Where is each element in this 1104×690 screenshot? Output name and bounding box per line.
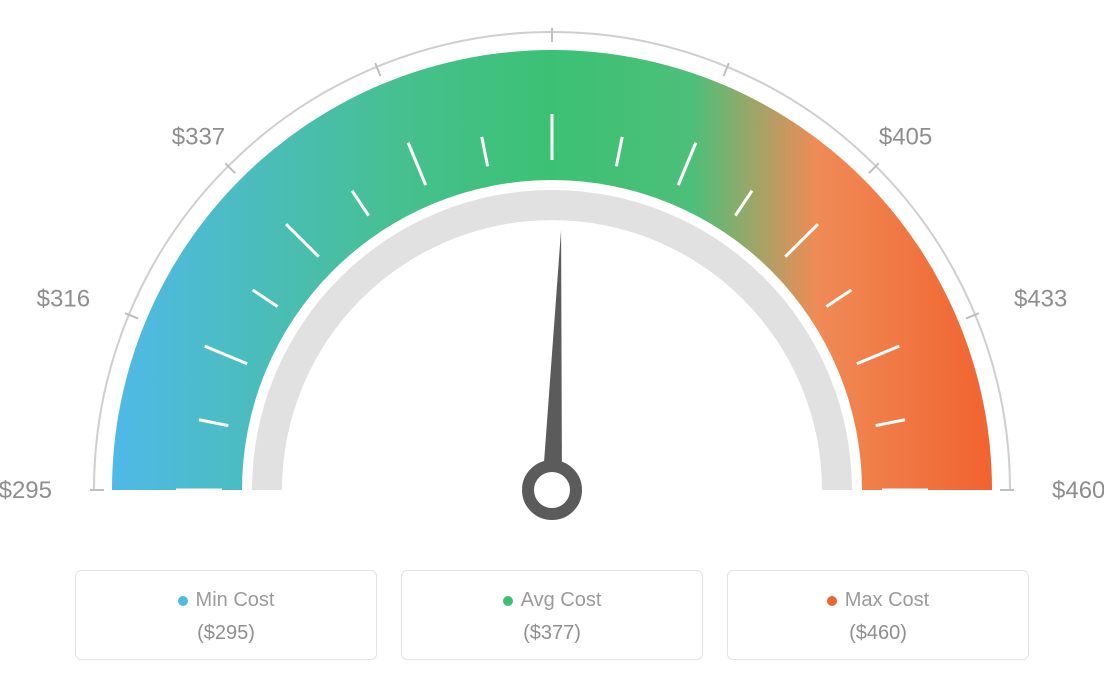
legend-card-min: Min Cost ($295) bbox=[75, 570, 377, 660]
svg-text:$433: $433 bbox=[1014, 286, 1067, 313]
gauge-svg: $295 $316 $337 $377 $405 $433 $460 bbox=[0, 0, 1104, 560]
legend-card-avg: Avg Cost ($377) bbox=[401, 570, 703, 660]
legend-row: Min Cost ($295) Avg Cost ($377) Max Cost… bbox=[0, 570, 1104, 660]
svg-text:$316: $316 bbox=[37, 286, 90, 313]
svg-text:$460: $460 bbox=[1052, 477, 1104, 504]
legend-top-avg: Avg Cost bbox=[402, 589, 702, 612]
dot-max bbox=[827, 596, 837, 606]
legend-card-max: Max Cost ($460) bbox=[727, 570, 1029, 660]
legend-label-min: Min Cost bbox=[196, 589, 275, 612]
cost-gauge-chart: { "gauge": { "type": "gauge", "cx": 552,… bbox=[0, 0, 1104, 690]
legend-value-avg: ($377) bbox=[402, 622, 702, 645]
svg-text:$337: $337 bbox=[172, 123, 225, 150]
legend-label-max: Max Cost bbox=[845, 589, 929, 612]
legend-top-min: Min Cost bbox=[76, 589, 376, 612]
gauge-area: $295 $316 $337 $377 $405 $433 $460 bbox=[0, 0, 1104, 560]
svg-text:$295: $295 bbox=[0, 477, 52, 504]
legend-label-avg: Avg Cost bbox=[521, 589, 602, 612]
legend-value-max: ($460) bbox=[728, 622, 1028, 645]
legend-top-max: Max Cost bbox=[728, 589, 1028, 612]
svg-text:$405: $405 bbox=[879, 123, 932, 150]
dot-avg bbox=[503, 596, 513, 606]
dot-min bbox=[178, 596, 188, 606]
svg-text:$377: $377 bbox=[525, 0, 578, 4]
legend-value-min: ($295) bbox=[76, 622, 376, 645]
